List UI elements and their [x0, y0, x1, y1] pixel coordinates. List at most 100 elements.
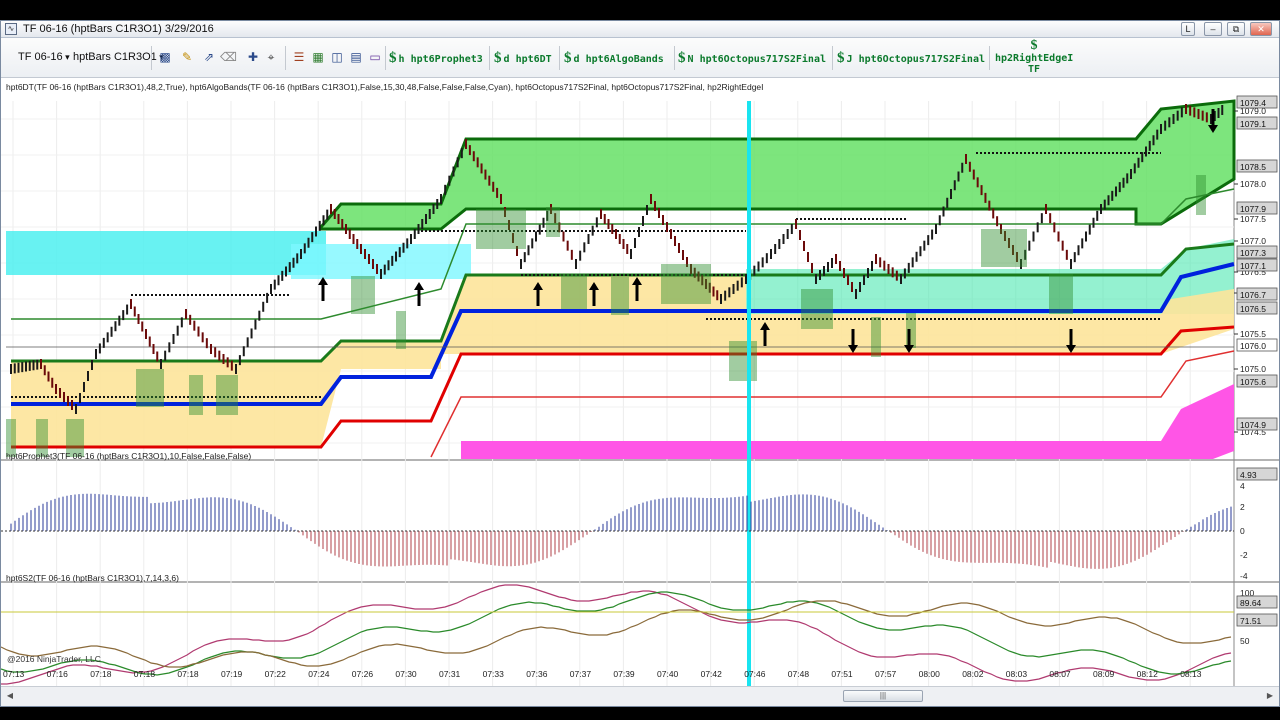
time-axis-label: 08:07: [1049, 669, 1071, 679]
price-bar: [387, 260, 390, 271]
s2-marker-label: 89.64: [1240, 598, 1262, 608]
properties-icon[interactable]: ☰: [293, 50, 305, 64]
price-bar: [871, 261, 873, 271]
chart-trader-icon[interactable]: ▤: [350, 50, 362, 64]
zoom-icon[interactable]: ⌖: [267, 50, 275, 64]
price-bar: [827, 262, 829, 272]
price-bar: [757, 261, 760, 272]
price-bar: [666, 222, 668, 232]
price-bar: [402, 242, 405, 253]
instrument-selector[interactable]: TF 06-16: [18, 48, 70, 66]
price-bar: [1028, 240, 1031, 251]
price-bar: [1152, 135, 1155, 146]
price-bar: [25, 361, 27, 372]
scroll-left-icon[interactable]: ◀: [6, 691, 14, 700]
price-bar: [1032, 231, 1035, 242]
price-bar: [1115, 186, 1117, 197]
price-bar: [126, 304, 129, 315]
price-bar: [1000, 224, 1002, 234]
price-bar: [992, 208, 995, 219]
toolbar-separator: [151, 46, 152, 70]
price-bar: [59, 388, 61, 398]
strategy-button-octopus-n[interactable]: $ N hpt6Octopus717S2Final: [678, 50, 826, 66]
crosshair-icon[interactable]: ✚: [247, 50, 259, 64]
price-bar: [1045, 204, 1047, 214]
price-bar: [911, 257, 914, 268]
time-axis-label: 07:31: [439, 669, 461, 679]
bar-type-selector[interactable]: hptBars C1R3O1: [73, 48, 164, 66]
price-bar: [322, 215, 325, 226]
price-bar: [432, 204, 435, 214]
price-marker-label: 1076.5: [1240, 304, 1266, 314]
price-bar: [250, 328, 253, 339]
s2-panel-bg: [1, 585, 1234, 685]
price-bar: [693, 267, 696, 278]
price-bar: [1193, 107, 1196, 118]
scrollbar-thumb[interactable]: |||: [843, 690, 923, 702]
price-bar: [1053, 222, 1056, 233]
price-bar: [1148, 140, 1151, 151]
order-icon[interactable]: ▭: [369, 50, 381, 64]
bar-style-icon[interactable]: ▩: [159, 50, 171, 64]
price-axis-label: 1075.0: [1240, 364, 1266, 374]
pointer-icon[interactable]: ⇗: [203, 50, 215, 64]
price-bar: [480, 163, 483, 174]
signal-zone-box: [476, 209, 526, 249]
strategy-button-prophet3[interactable]: $ h hpt6Prophet3: [389, 50, 483, 66]
horizontal-scrollbar[interactable]: ◀ ||| ▶: [1, 686, 1279, 706]
scroll-right-icon[interactable]: ▶: [1266, 691, 1274, 700]
price-bar: [887, 264, 890, 274]
draw-pencil-icon[interactable]: ✎: [181, 50, 193, 64]
price-bar: [740, 277, 743, 288]
price-bar: [318, 220, 321, 231]
price-bar: [765, 253, 768, 264]
arrow-head: [318, 277, 328, 285]
strategy-button-octopus-j[interactable]: $ J hpt6Octopus717S2Final: [837, 50, 985, 66]
upper-band-line: [11, 242, 1235, 363]
data-box-icon[interactable]: ◫: [331, 50, 343, 64]
eraser-icon[interactable]: ⌫: [220, 50, 237, 64]
price-bar: [448, 175, 451, 186]
strategy-button-algobands[interactable]: $ d hpt6AlgoBands: [564, 50, 664, 66]
price-bar: [1073, 252, 1076, 263]
time-axis-label: 07:48: [788, 669, 810, 679]
thin-green-line: [11, 188, 1235, 320]
price-bar: [47, 371, 50, 382]
maximize-button[interactable]: ⧉: [1227, 22, 1245, 36]
price-bar: [770, 249, 772, 259]
price-bar: [1205, 112, 1208, 123]
s2-lines: [1, 584, 1232, 685]
signal-zone-box: [561, 274, 587, 309]
price-bar: [303, 243, 306, 254]
price-marker-label: 1075.6: [1240, 377, 1266, 387]
minimize-button[interactable]: –: [1204, 22, 1222, 36]
chart-area[interactable]: 1079.0 1078.0 1077.5 1077.0 1076.5 1076.0 1075…: [1, 79, 1279, 686]
price-bar: [168, 342, 171, 353]
price-bar: [815, 274, 817, 284]
close-button[interactable]: ✕: [1250, 22, 1272, 36]
price-bar: [148, 336, 151, 347]
price-bar: [43, 365, 46, 376]
price-bar: [662, 215, 664, 225]
arrow-head: [414, 282, 424, 290]
signal-arrow: [318, 277, 328, 301]
price-bar: [558, 222, 561, 233]
price-marker: [1236, 374, 1278, 388]
link-button[interactable]: L: [1181, 22, 1195, 36]
price-bar: [803, 241, 805, 251]
price-bar: [341, 219, 344, 229]
price-bar: [946, 197, 949, 208]
strategies-icon[interactable]: ▦: [312, 50, 324, 64]
price-bar: [368, 254, 370, 264]
price-bar: [732, 284, 735, 294]
price-bar: [189, 314, 192, 325]
price-bar: [1008, 238, 1010, 248]
right-edge-button[interactable]: $ hp2RightEdgeI TF: [995, 39, 1073, 76]
price-bar: [646, 205, 648, 215]
price-axis-label: 1074.5: [1240, 427, 1266, 437]
strategy-button-dt[interactable]: $ d hpt6DT: [494, 50, 552, 66]
price-bar: [1016, 252, 1018, 262]
arrow-head: [632, 277, 642, 285]
price-marker-label: 1074.9: [1240, 420, 1266, 430]
price-bar: [855, 289, 857, 299]
